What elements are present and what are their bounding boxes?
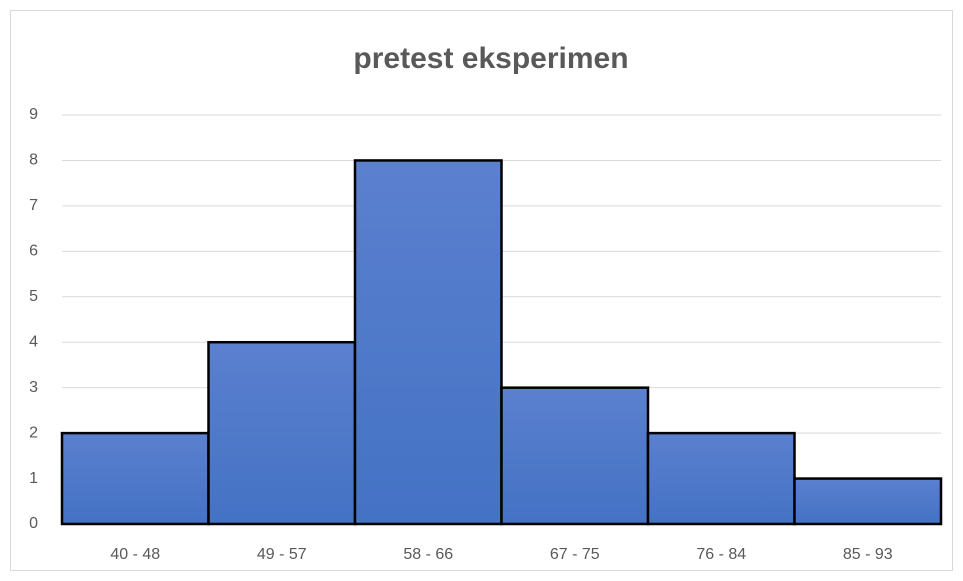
bar — [207, 340, 357, 526]
x-tick-label: 40 - 48 — [110, 546, 160, 563]
x-tick-label: 85 - 93 — [843, 546, 893, 563]
y-tick-label: 9 — [29, 106, 38, 123]
y-tick-label: 7 — [29, 197, 38, 214]
bar — [793, 477, 943, 526]
y-tick-label: 2 — [29, 424, 38, 441]
y-tick-label: 6 — [29, 243, 38, 260]
y-tick-label: 8 — [29, 152, 38, 169]
y-tick-label: 5 — [29, 288, 38, 305]
chart-title: pretest eksperimen — [353, 42, 628, 75]
x-tick-label: 67 - 75 — [550, 546, 600, 563]
y-tick-label: 3 — [29, 379, 38, 396]
bar — [353, 159, 503, 526]
x-tick-label: 76 - 84 — [696, 546, 746, 563]
bar — [500, 386, 650, 526]
y-tick-label: 1 — [29, 470, 38, 487]
x-tick-label: 58 - 66 — [403, 546, 453, 563]
bar — [60, 431, 210, 526]
x-tick-label: 49 - 57 — [257, 546, 307, 563]
bar — [646, 431, 796, 526]
y-tick-label: 0 — [29, 515, 38, 532]
y-tick-label: 4 — [29, 333, 38, 350]
